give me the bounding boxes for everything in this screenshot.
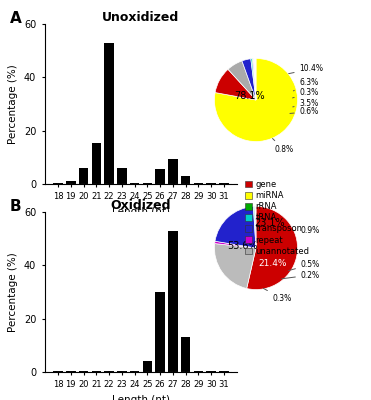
Text: B: B (10, 199, 22, 214)
Title: Unoxidized: Unoxidized (102, 11, 180, 24)
Wedge shape (215, 69, 256, 100)
Bar (66, 181, 76, 184)
Bar (130, 183, 139, 184)
Bar (155, 292, 165, 372)
Bar (92, 143, 101, 184)
Text: A: A (10, 11, 22, 26)
Text: 6.3%: 6.3% (293, 78, 319, 91)
Text: 0.6%: 0.6% (290, 107, 319, 116)
Wedge shape (255, 206, 256, 248)
Text: 53.6%: 53.6% (227, 241, 258, 251)
Text: 0.9%: 0.9% (293, 226, 320, 235)
Text: 0.8%: 0.8% (273, 138, 294, 154)
Bar (104, 43, 114, 184)
Bar (79, 168, 88, 184)
Wedge shape (253, 206, 256, 248)
Legend: gene, miRNA, rRNA, tRNA, transposon, repeat, unannotated: gene, miRNA, rRNA, tRNA, transposon, rep… (245, 180, 309, 256)
Wedge shape (242, 59, 256, 100)
Bar (194, 183, 203, 184)
Text: 78.1%: 78.1% (234, 91, 265, 101)
Text: 0.3%: 0.3% (293, 88, 319, 98)
Wedge shape (251, 59, 256, 100)
Bar (117, 168, 127, 184)
Text: 3.5%: 3.5% (293, 99, 319, 108)
Wedge shape (253, 58, 256, 100)
Text: 0.3%: 0.3% (263, 288, 292, 303)
Text: 23.1%: 23.1% (254, 218, 285, 228)
Wedge shape (215, 241, 256, 248)
Bar (219, 183, 229, 184)
Y-axis label: Percentage (%): Percentage (%) (8, 252, 18, 332)
Bar (53, 183, 63, 184)
Text: 10.4%: 10.4% (289, 64, 324, 74)
Bar (155, 169, 165, 184)
Wedge shape (255, 206, 256, 248)
Wedge shape (252, 58, 256, 100)
Y-axis label: Percentage (%): Percentage (%) (8, 64, 18, 144)
Bar (206, 371, 216, 372)
Title: Oxidized: Oxidized (111, 199, 171, 212)
Bar (168, 231, 178, 372)
Bar (142, 183, 152, 184)
Bar (194, 371, 203, 372)
Text: 0.2%: 0.2% (282, 270, 320, 280)
X-axis label: Length (nt): Length (nt) (112, 207, 170, 217)
Bar (130, 371, 139, 372)
Text: 0.5%: 0.5% (289, 260, 320, 270)
Wedge shape (247, 206, 298, 290)
Wedge shape (215, 206, 256, 248)
Wedge shape (214, 58, 298, 142)
Wedge shape (254, 58, 256, 100)
X-axis label: Length (nt): Length (nt) (112, 395, 170, 400)
Bar (206, 183, 216, 184)
Text: 21.4%: 21.4% (258, 259, 287, 268)
Bar (142, 361, 152, 372)
Bar (181, 176, 190, 184)
Bar (181, 337, 190, 372)
Wedge shape (228, 61, 256, 100)
Bar (168, 159, 178, 184)
Wedge shape (214, 244, 256, 288)
